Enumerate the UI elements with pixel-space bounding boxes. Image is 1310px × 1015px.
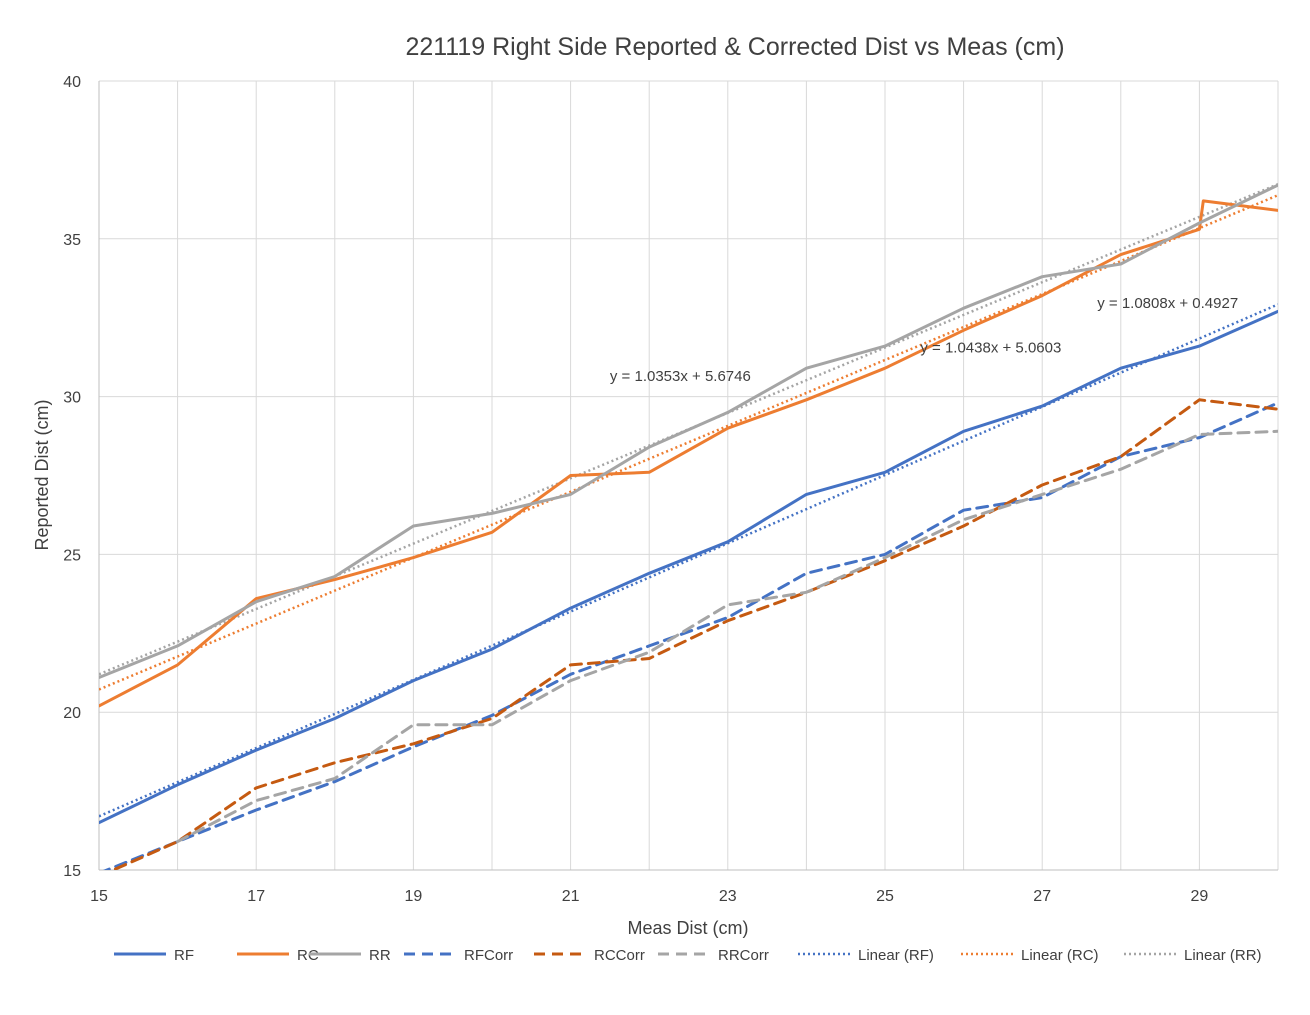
series-line-rf xyxy=(99,309,1278,825)
trendline-equation: y = 1.0353x + 5.6746 xyxy=(610,368,751,385)
series-line-rccorr xyxy=(109,398,1278,870)
x-tick-label: 27 xyxy=(1033,888,1051,905)
x-tick-label: 25 xyxy=(876,888,894,905)
chart-title: 221119 Right Side Reported & Corrected D… xyxy=(405,33,1064,61)
y-tick-label: 20 xyxy=(63,705,81,722)
legend-label: RR xyxy=(369,947,391,964)
x-tick-label: 17 xyxy=(247,888,265,905)
legend-item: RR xyxy=(309,947,391,964)
y-axis-title: Reported Dist (cm) xyxy=(32,399,52,550)
legend-item: RC xyxy=(237,947,319,964)
series-line-linear-rf xyxy=(99,303,1278,818)
y-tick-label: 40 xyxy=(63,74,81,91)
series-group xyxy=(99,183,1278,870)
legend-label: Linear (RR) xyxy=(1184,947,1262,964)
x-tick-label: 23 xyxy=(719,888,737,905)
series-line-linear-rc xyxy=(99,194,1278,691)
legend: RF RC RR RFCorr RCCorr RRCorr Linear (RF) Linea… xyxy=(114,947,1262,964)
series-line-rr xyxy=(99,183,1278,679)
legend-label: RRCorr xyxy=(718,947,769,964)
series-line-rfcorr xyxy=(102,401,1278,870)
legend-label: Linear (RC) xyxy=(1021,947,1099,964)
y-tick-label: 30 xyxy=(63,390,81,407)
axes: 15 20 25 30 35 40 15 17 19 21 23 25 27 29 xyxy=(63,74,1278,905)
legend-item: RF xyxy=(114,947,194,964)
y-tick-label: 25 xyxy=(63,547,81,564)
legend-item: Linear (RR) xyxy=(1124,947,1262,964)
x-axis-title: Meas Dist (cm) xyxy=(628,918,749,938)
legend-label: Linear (RF) xyxy=(858,947,934,964)
legend-item: RCCorr xyxy=(534,947,645,964)
trendline-equation: y = 1.0808x + 0.4927 xyxy=(1097,295,1238,312)
trendline-equations: y = 1.0353x + 5.6746 y = 1.0438x + 5.0603… xyxy=(610,295,1238,385)
legend-label: RF xyxy=(174,947,194,964)
legend-item: Linear (RF) xyxy=(798,947,934,964)
legend-item: RFCorr xyxy=(404,947,513,964)
x-tick-label: 21 xyxy=(562,888,580,905)
legend-item: Linear (RC) xyxy=(961,947,1099,964)
x-tick-label: 29 xyxy=(1191,888,1209,905)
legend-label: RC xyxy=(297,947,319,964)
legend-label: RCCorr xyxy=(594,947,645,964)
x-tick-label: 19 xyxy=(405,888,423,905)
legend-item: RRCorr xyxy=(658,947,769,964)
legend-label: RFCorr xyxy=(464,947,513,964)
gridlines xyxy=(99,80,1279,871)
series-line-rrcorr xyxy=(176,429,1278,844)
y-tick-label: 15 xyxy=(63,863,81,880)
x-tick-label: 15 xyxy=(90,888,108,905)
trendline-equation: y = 1.0438x + 5.0603 xyxy=(920,339,1061,356)
y-tick-label: 35 xyxy=(63,232,81,249)
